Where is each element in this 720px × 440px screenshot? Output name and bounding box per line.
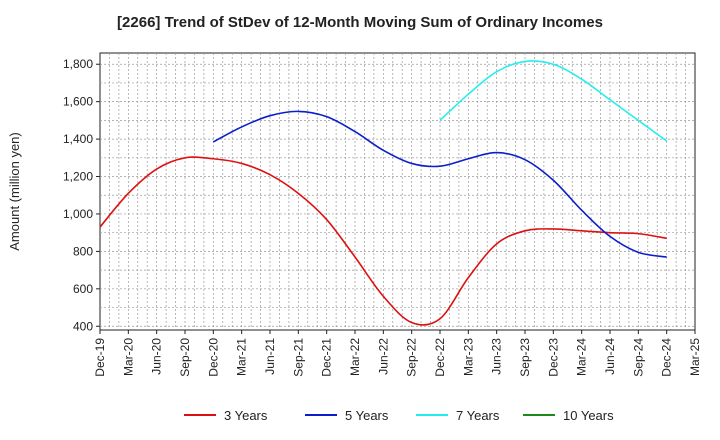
y-axis-label: Amount (million yen) xyxy=(7,132,22,251)
x-tick-label: Mar-21 xyxy=(235,338,249,376)
x-tick-label: Sep-21 xyxy=(291,338,305,377)
legend-label-7-years: 7 Years xyxy=(456,408,500,423)
x-tick-label: Dec-24 xyxy=(660,338,674,377)
x-tick-label: Dec-21 xyxy=(320,338,334,377)
x-tick-label: Jun-20 xyxy=(150,338,164,375)
series-layer xyxy=(99,60,668,326)
axis-layer: 400 600 800 1,000 1,200 1,400 1,600 1,800 Dec-19… xyxy=(7,57,702,376)
series-line-3-years xyxy=(99,156,667,326)
legend-label-10-years: 10 Years xyxy=(563,408,614,423)
x-tick-label: Sep-24 xyxy=(631,338,645,377)
series-line-7-years xyxy=(439,60,668,142)
x-tick-label: Dec-20 xyxy=(206,338,220,377)
x-tick-label: Jun-24 xyxy=(603,338,617,375)
x-tick-label: Mar-23 xyxy=(461,338,475,376)
x-tick-label: Sep-20 xyxy=(178,338,192,377)
x-tick-label: Dec-22 xyxy=(433,338,447,377)
y-tick-label: 1,000 xyxy=(63,207,93,221)
x-tick-label: Sep-23 xyxy=(518,338,532,377)
chart-title: [2266] Trend of StDev of 12-Month Moving… xyxy=(117,14,603,31)
y-tick-label: 400 xyxy=(73,319,93,333)
x-tick-label: Jun-21 xyxy=(263,338,277,375)
x-tick-label: Sep-22 xyxy=(405,338,419,377)
legend-layer: 3 Years 5 Years 7 Years 10 Years xyxy=(184,408,614,423)
x-tick-label: Jun-23 xyxy=(490,338,504,375)
x-tick-label: Mar-20 xyxy=(121,338,135,376)
y-tick-label: 600 xyxy=(73,282,93,296)
x-tick-label: Mar-22 xyxy=(348,338,362,376)
grid-layer xyxy=(99,52,696,331)
series-line-5-years xyxy=(212,110,667,258)
x-tick-label: Dec-23 xyxy=(546,338,560,377)
legend-label-3-years: 3 Years xyxy=(224,408,268,423)
y-tick-label: 1,800 xyxy=(63,57,93,71)
y-tick-label: 800 xyxy=(73,244,93,258)
x-tick-label: Mar-25 xyxy=(688,338,702,376)
x-tick-label: Jun-22 xyxy=(376,338,390,375)
x-tick-label: Dec-19 xyxy=(93,338,107,377)
plot-area xyxy=(99,52,696,331)
legend-label-5-years: 5 Years xyxy=(345,408,389,423)
x-tick-label: Mar-24 xyxy=(575,338,589,376)
y-tick-label: 1,200 xyxy=(63,170,93,184)
y-tick-label: 1,400 xyxy=(63,132,93,146)
y-tick-label: 1,600 xyxy=(63,95,93,109)
